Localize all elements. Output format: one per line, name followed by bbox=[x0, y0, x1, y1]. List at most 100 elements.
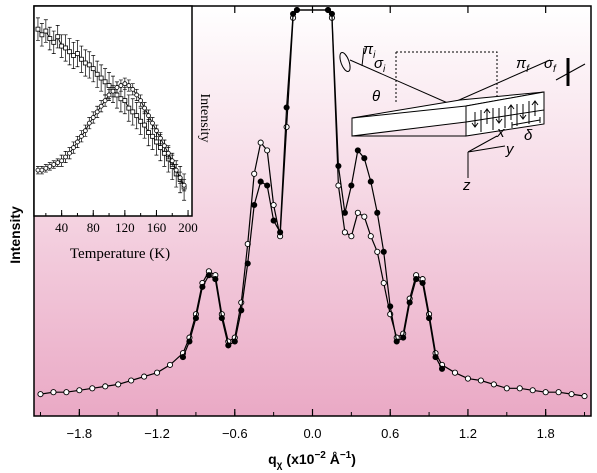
inset-data-point-square bbox=[134, 113, 140, 119]
main-x-axis: −1.8 −1.2 −0.6 0.0 0.6 1.2 1.8 bbox=[39, 6, 586, 441]
main-data-point bbox=[503, 385, 510, 392]
inset-x-axis: 40 80 120 160 200 bbox=[45, 210, 198, 235]
main-data-point bbox=[348, 233, 355, 240]
main-data-point bbox=[464, 375, 471, 382]
main-data-point bbox=[128, 377, 135, 384]
main-data-point bbox=[154, 369, 161, 376]
inset-data-point-circle bbox=[173, 167, 179, 173]
main-x-tick-label: 1.2 bbox=[459, 426, 477, 441]
inset-data-point-square bbox=[142, 122, 148, 128]
inset-data-point-circle bbox=[98, 103, 104, 109]
inset-data-point-square bbox=[71, 53, 76, 58]
inset-data-point-square bbox=[59, 43, 65, 49]
main-x-tick-label: −1.8 bbox=[67, 426, 93, 441]
main-data-point bbox=[374, 248, 381, 255]
inset-data-point-square bbox=[47, 36, 53, 41]
main-data-point bbox=[179, 354, 187, 361]
inset-data-point-circle bbox=[138, 98, 144, 103]
main-data-point bbox=[115, 381, 122, 388]
inset-x-tick-label: 40 bbox=[55, 220, 68, 235]
main-data-point bbox=[451, 369, 459, 376]
main-data-point bbox=[63, 389, 70, 396]
inset-data-point-circle bbox=[102, 98, 108, 103]
main-x-tick-label: 0.0 bbox=[303, 426, 321, 441]
main-data-point bbox=[354, 209, 361, 216]
main-data-point bbox=[205, 272, 212, 279]
main-data-point bbox=[270, 217, 277, 224]
inset-data-point-square bbox=[94, 71, 100, 77]
inset-data-point-circle bbox=[47, 163, 53, 169]
inset-data-point-square bbox=[122, 98, 128, 103]
main-data-point bbox=[380, 248, 387, 255]
scattering-geometry-schematic bbox=[339, 47, 586, 178]
label-pi-i: πi bbox=[363, 41, 376, 61]
main-data-point bbox=[328, 10, 335, 17]
inset-data-point-square bbox=[106, 83, 112, 88]
main-data-point bbox=[199, 283, 206, 290]
main-data-point bbox=[400, 334, 407, 341]
inset-data-point-square bbox=[130, 109, 136, 115]
inset-data-point-square bbox=[118, 96, 124, 102]
inset-data-point-circle bbox=[51, 162, 57, 167]
inset-data-point-square bbox=[161, 150, 167, 156]
main-data-point bbox=[413, 276, 420, 283]
inset-data-point-square bbox=[82, 60, 88, 66]
main-data-point bbox=[367, 233, 374, 240]
inset-data-point-circle bbox=[114, 85, 120, 90]
main-data-point bbox=[283, 123, 290, 131]
main-data-point bbox=[341, 209, 348, 216]
main-data-point bbox=[264, 147, 271, 154]
main-data-point bbox=[293, 6, 301, 14]
inset-data-point-square bbox=[146, 130, 151, 135]
inset-data-point-circle bbox=[122, 81, 128, 87]
inset-x-tick-label: 200 bbox=[178, 220, 198, 235]
main-data-point bbox=[218, 315, 225, 322]
main-data-point bbox=[283, 104, 290, 111]
main-data-point bbox=[238, 307, 245, 314]
inset-data-point-square bbox=[35, 26, 41, 32]
label-delta: δ bbox=[524, 127, 533, 144]
inset-x-tick-label: 120 bbox=[115, 220, 135, 235]
main-data-point bbox=[516, 385, 523, 392]
inset-data-point-circle bbox=[146, 113, 151, 119]
main-data-point bbox=[361, 213, 368, 220]
incident-sigma-arrow bbox=[361, 47, 365, 67]
main-data-point bbox=[89, 385, 96, 392]
inset-data-point-square bbox=[98, 75, 104, 81]
inset-data-point-circle bbox=[181, 182, 187, 188]
inset-data-point-circle bbox=[154, 128, 159, 134]
label-sigma-f: σf bbox=[544, 55, 557, 75]
scattered-polarization-arrow bbox=[555, 63, 586, 81]
schematic-labels: πi σi πf σf θ x y z δ bbox=[363, 41, 557, 194]
inset-data-point-circle bbox=[142, 105, 148, 111]
coordinate-axes bbox=[467, 135, 506, 178]
scattered-beam bbox=[449, 59, 551, 105]
inset-data-point-square bbox=[138, 118, 144, 124]
inset-data-point-circle bbox=[55, 160, 61, 166]
inset-data-point-circle bbox=[35, 167, 41, 173]
inset-data-point-circle bbox=[177, 175, 183, 181]
main-data-point bbox=[542, 389, 549, 396]
inset-data-point-circle bbox=[126, 83, 132, 88]
inset-data-point-square bbox=[90, 66, 96, 72]
main-data-point bbox=[438, 365, 446, 372]
inset-data-point-square bbox=[102, 79, 108, 85]
inset-data-point-circle bbox=[43, 165, 49, 171]
inset-data-point-circle bbox=[63, 154, 68, 160]
inset-data-point-circle bbox=[169, 158, 175, 164]
main-data-point bbox=[50, 389, 57, 396]
inset-y-axis-label: Intensity bbox=[197, 94, 212, 143]
inset-data-point-circle bbox=[86, 120, 92, 126]
main-data-point bbox=[477, 377, 484, 384]
main-data-point bbox=[367, 178, 374, 185]
main-data-point bbox=[166, 361, 174, 368]
main-data-point bbox=[37, 391, 44, 398]
inset-data-point-square bbox=[63, 45, 68, 51]
inset-data-point-square bbox=[75, 51, 80, 56]
main-data-point bbox=[568, 391, 575, 398]
inset-data-point-circle bbox=[75, 139, 80, 145]
inset-data-point-circle bbox=[106, 92, 112, 98]
inset-data-point-circle bbox=[161, 143, 167, 149]
main-x-axis-label: qχ (x10−2 Å−1) bbox=[268, 450, 356, 471]
